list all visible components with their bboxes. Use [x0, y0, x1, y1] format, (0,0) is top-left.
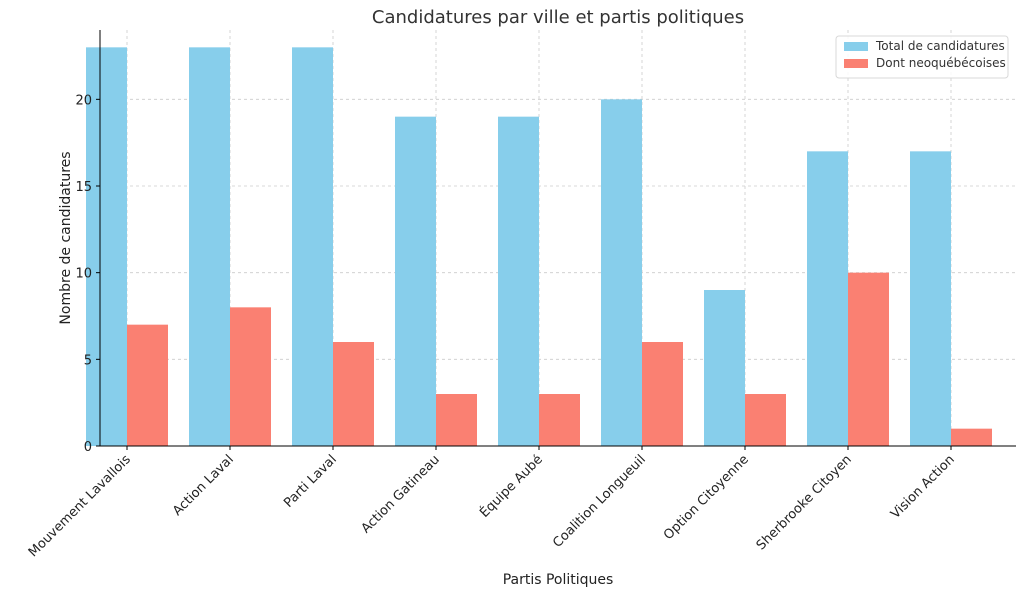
y-axis-label: Nombre de candidatures [58, 151, 74, 324]
bar-neoquebecoises [951, 428, 992, 446]
bar-total [86, 47, 127, 446]
chart-title: Candidatures par ville et partis politiq… [372, 7, 744, 28]
x-tick-label: Option Citoyenne [661, 452, 752, 543]
legend-swatch [844, 59, 868, 68]
x-tick-label: Vision Action [888, 452, 958, 522]
x-tick-label: Action Laval [170, 452, 237, 519]
bar-total [910, 151, 951, 447]
bar-total [498, 116, 539, 447]
bar-neoquebecoises [333, 342, 374, 446]
legend-swatch [844, 42, 868, 51]
bar-neoquebecoises [539, 394, 580, 446]
x-tick-label: Mouvement Lavallois [26, 452, 134, 560]
bar-neoquebecoises [436, 394, 477, 446]
bar-total [395, 116, 436, 447]
bar-total [807, 151, 848, 447]
bar-total [292, 47, 333, 446]
bar-neoquebecoises [745, 394, 786, 446]
bar-neoquebecoises [848, 272, 889, 446]
x-tick-label: Action Gatineau [359, 452, 443, 536]
y-tick-label: 20 [75, 93, 92, 108]
bar-neoquebecoises [230, 307, 271, 446]
legend-box [835, 35, 1009, 79]
y-tick-label: 10 [75, 267, 92, 282]
legend-label: Dont neoquébécoises [876, 56, 1006, 70]
x-tick-label: Parti Laval [281, 452, 340, 511]
bar-total [704, 290, 745, 446]
legend: Total de candidatures Dont neoquébécoises [835, 35, 1009, 79]
x-tick-label: Équipe Aubé [476, 452, 545, 521]
legend-label: Total de candidatures [875, 39, 1005, 53]
x-tick-label: Sherbrooke Citoyen [754, 452, 855, 553]
y-tick-label: 5 [84, 353, 92, 368]
bar-total [601, 99, 642, 446]
bar-total [189, 47, 230, 446]
y-tick-label: 15 [75, 180, 92, 195]
y-tick-label: 0 [84, 440, 92, 455]
x-axis-label: Partis Politiques [503, 572, 614, 588]
x-tick-label: Coalition Longueuil [550, 452, 649, 551]
bar-neoquebecoises [127, 324, 168, 446]
bars [86, 47, 992, 447]
bar-neoquebecoises [642, 342, 683, 446]
